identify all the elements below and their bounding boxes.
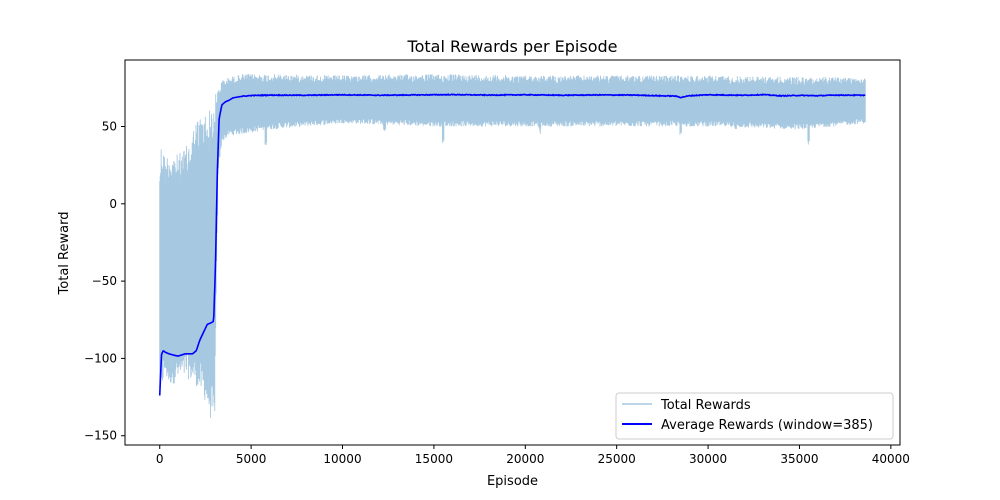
x-tick-label: 20000 [506,452,544,466]
average-rewards-line [158,93,866,396]
plot-area [158,74,866,418]
y-axis: 50 0 −50 −100 −150 [84,119,125,443]
y-axis-label: Total Reward [57,212,72,296]
legend-label-average-rewards: Average Rewards (window=385) [661,418,873,433]
plot-frame [124,59,901,446]
x-tick-label: 15000 [415,452,453,466]
y-tick-label: −50 [92,274,117,288]
chart-title: Total Rewards per Episode [407,37,618,56]
x-tick-label: 40000 [872,452,910,466]
x-tick-label: 5000 [236,452,267,466]
x-tick-label: 0 [156,452,164,466]
total-rewards-band [159,74,866,418]
y-tick-label: −100 [84,351,117,365]
x-axis-label: Episode [487,474,538,489]
legend-label-total-rewards: Total Rewards [660,398,751,413]
legend: Total Rewards Average Rewards (window=38… [615,392,894,440]
x-tick-label: 10000 [323,452,361,466]
legend-box [615,392,894,440]
x-axis: 0 5000 10000 15000 20000 25000 30000 35000 40000 [156,445,910,466]
total-rewards-series [159,74,866,418]
y-tick-label: 50 [102,119,117,133]
y-tick-label: −150 [84,429,117,443]
y-tick-label: 0 [109,197,117,211]
x-tick-label: 30000 [689,452,727,466]
x-tick-label: 25000 [598,452,636,466]
x-tick-label: 35000 [780,452,818,466]
